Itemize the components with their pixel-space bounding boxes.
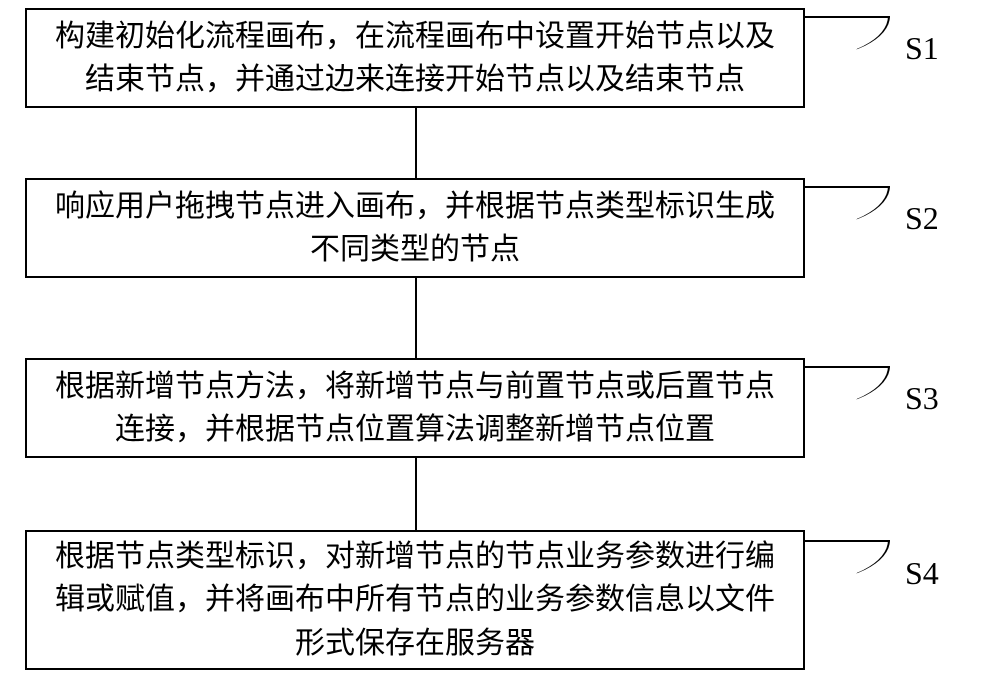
flow-node-s1-text: 构建初始化流程画布，在流程画布中设置开始节点以及结束节点，并通过边来连接开始节点… [47,15,783,102]
connector-s3 [805,366,890,408]
flow-node-s3-text: 根据新增节点方法，将新增节点与前置节点或后置节点连接，并根据节点位置算法调整新增… [47,365,783,452]
flow-node-s3: 根据新增节点方法，将新增节点与前置节点或后置节点连接，并根据节点位置算法调整新增… [25,358,805,458]
step-label-s4: S4 [905,555,939,592]
flow-node-s2-text: 响应用户拖拽节点进入画布，并根据节点类型标识生成不同类型的节点 [47,185,783,272]
edge-s1-s2 [415,108,417,178]
connector-s2 [805,186,890,228]
flow-node-s2: 响应用户拖拽节点进入画布，并根据节点类型标识生成不同类型的节点 [25,178,805,278]
edge-s3-s4 [415,458,417,530]
step-label-s1: S1 [905,30,939,67]
flowchart-canvas: 构建初始化流程画布，在流程画布中设置开始节点以及结束节点，并通过边来连接开始节点… [0,0,1000,688]
flow-node-s4: 根据节点类型标识，对新增节点的节点业务参数进行编辑或赋值，并将画布中所有节点的业… [25,530,805,670]
connector-s1 [805,16,890,58]
edge-s2-s3 [415,278,417,358]
flow-node-s1: 构建初始化流程画布，在流程画布中设置开始节点以及结束节点，并通过边来连接开始节点… [25,8,805,108]
step-label-s3: S3 [905,380,939,417]
flow-node-s4-text: 根据节点类型标识，对新增节点的节点业务参数进行编辑或赋值，并将画布中所有节点的业… [47,535,783,666]
step-label-s2: S2 [905,200,939,237]
connector-s4 [805,540,890,582]
